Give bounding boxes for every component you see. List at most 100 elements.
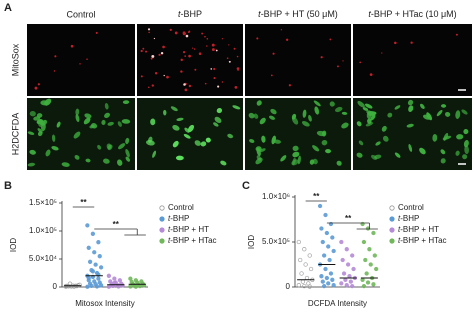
data-point bbox=[340, 257, 345, 263]
data-point bbox=[128, 284, 133, 289]
legend-label: t-BHP + HT bbox=[168, 225, 209, 234]
legend-marker bbox=[159, 238, 165, 244]
fluorescence-speck bbox=[142, 47, 145, 50]
fluorescence-speck bbox=[204, 35, 206, 38]
column-header: t-BHP + HTac (10 μM) bbox=[368, 9, 456, 19]
cell bbox=[84, 113, 92, 119]
data-point bbox=[350, 253, 355, 258]
cell bbox=[456, 134, 464, 140]
cell bbox=[356, 121, 362, 127]
data-point bbox=[303, 262, 308, 267]
cell bbox=[464, 145, 469, 155]
cell bbox=[387, 112, 393, 118]
fluorescence-speck bbox=[234, 85, 238, 89]
cell bbox=[214, 116, 222, 123]
cell bbox=[292, 157, 296, 166]
cell bbox=[302, 109, 307, 118]
cell bbox=[104, 102, 109, 110]
cell bbox=[445, 111, 451, 117]
cell bbox=[362, 107, 369, 111]
legend-marker bbox=[389, 216, 395, 222]
cell bbox=[75, 108, 80, 116]
significance-bracket bbox=[326, 222, 370, 229]
panel-label: C bbox=[242, 180, 250, 192]
cell bbox=[33, 116, 41, 121]
fluorescence-speck bbox=[217, 85, 220, 88]
data-point bbox=[361, 283, 367, 289]
fluorescence-speck bbox=[174, 31, 178, 35]
data-point bbox=[112, 276, 117, 281]
cell bbox=[382, 135, 389, 142]
fluorescence-speck bbox=[86, 58, 88, 60]
cell bbox=[419, 147, 426, 155]
fluorescence-speck bbox=[206, 45, 208, 47]
data-point bbox=[365, 280, 371, 285]
cell bbox=[40, 100, 49, 106]
cell bbox=[125, 148, 130, 158]
data-point bbox=[344, 247, 349, 252]
cell bbox=[297, 155, 301, 165]
fluorescence-speck bbox=[79, 63, 81, 65]
data-point bbox=[350, 283, 355, 289]
significance-label: ** bbox=[113, 220, 120, 229]
fluorescence-speck bbox=[211, 48, 215, 52]
fluorescence-speck bbox=[270, 74, 273, 77]
fluorescence-speck bbox=[198, 52, 202, 55]
cell bbox=[443, 132, 449, 141]
legend-marker bbox=[389, 205, 395, 211]
cell bbox=[341, 111, 348, 115]
fluorescence-speck bbox=[147, 28, 151, 31]
cell bbox=[27, 131, 35, 135]
x-axis-title: Mitosox Intensity bbox=[75, 299, 135, 308]
fluorescence-speck bbox=[288, 84, 291, 87]
legend-label: t-BHP + HTac bbox=[168, 236, 217, 245]
cell bbox=[408, 105, 414, 112]
fluorescence-speck bbox=[272, 52, 275, 55]
cell bbox=[121, 119, 131, 124]
fluorescence-speck bbox=[183, 83, 186, 86]
legend-label: t-BHP bbox=[168, 214, 189, 223]
panel-label: B bbox=[4, 180, 12, 192]
cell bbox=[187, 124, 195, 133]
fluorescence-speck bbox=[160, 51, 164, 55]
cell bbox=[268, 115, 276, 120]
fluorescence-speck bbox=[221, 38, 224, 40]
data-point bbox=[120, 283, 125, 288]
cell bbox=[125, 137, 130, 145]
data-point bbox=[304, 275, 310, 281]
cell bbox=[56, 121, 61, 128]
fluorescence-speck bbox=[140, 75, 143, 78]
data-point bbox=[320, 239, 325, 245]
data-point bbox=[319, 274, 324, 279]
legend-marker bbox=[159, 227, 165, 233]
fluorescence-speck bbox=[336, 65, 339, 68]
fluorescence-speck bbox=[236, 55, 239, 58]
cell bbox=[381, 125, 387, 132]
cell bbox=[375, 141, 381, 146]
fluorescence-speck bbox=[193, 48, 196, 50]
fluorescence-speck bbox=[148, 31, 150, 34]
data-point bbox=[371, 230, 376, 236]
fluorescence-speck bbox=[169, 28, 172, 32]
column-header: t-BHP bbox=[178, 9, 202, 19]
micrograph bbox=[137, 24, 243, 96]
cell bbox=[45, 149, 51, 157]
significance-label: ** bbox=[345, 214, 352, 223]
cell bbox=[104, 112, 110, 118]
row-label: H2DCFDA bbox=[10, 113, 20, 156]
legend-label: Control bbox=[398, 203, 424, 212]
cell bbox=[291, 113, 297, 120]
fluorescence-speck bbox=[194, 68, 197, 71]
fluorescence-speck bbox=[381, 52, 383, 54]
data-point bbox=[77, 282, 82, 287]
cell bbox=[116, 159, 123, 166]
column-header: Control bbox=[66, 9, 95, 19]
cell bbox=[432, 133, 438, 142]
data-point bbox=[361, 239, 367, 245]
data-point bbox=[319, 226, 324, 231]
cell bbox=[145, 140, 155, 146]
cell bbox=[426, 112, 433, 121]
cell bbox=[364, 103, 373, 109]
cell bbox=[341, 122, 349, 129]
fluorescence-speck bbox=[180, 58, 183, 62]
